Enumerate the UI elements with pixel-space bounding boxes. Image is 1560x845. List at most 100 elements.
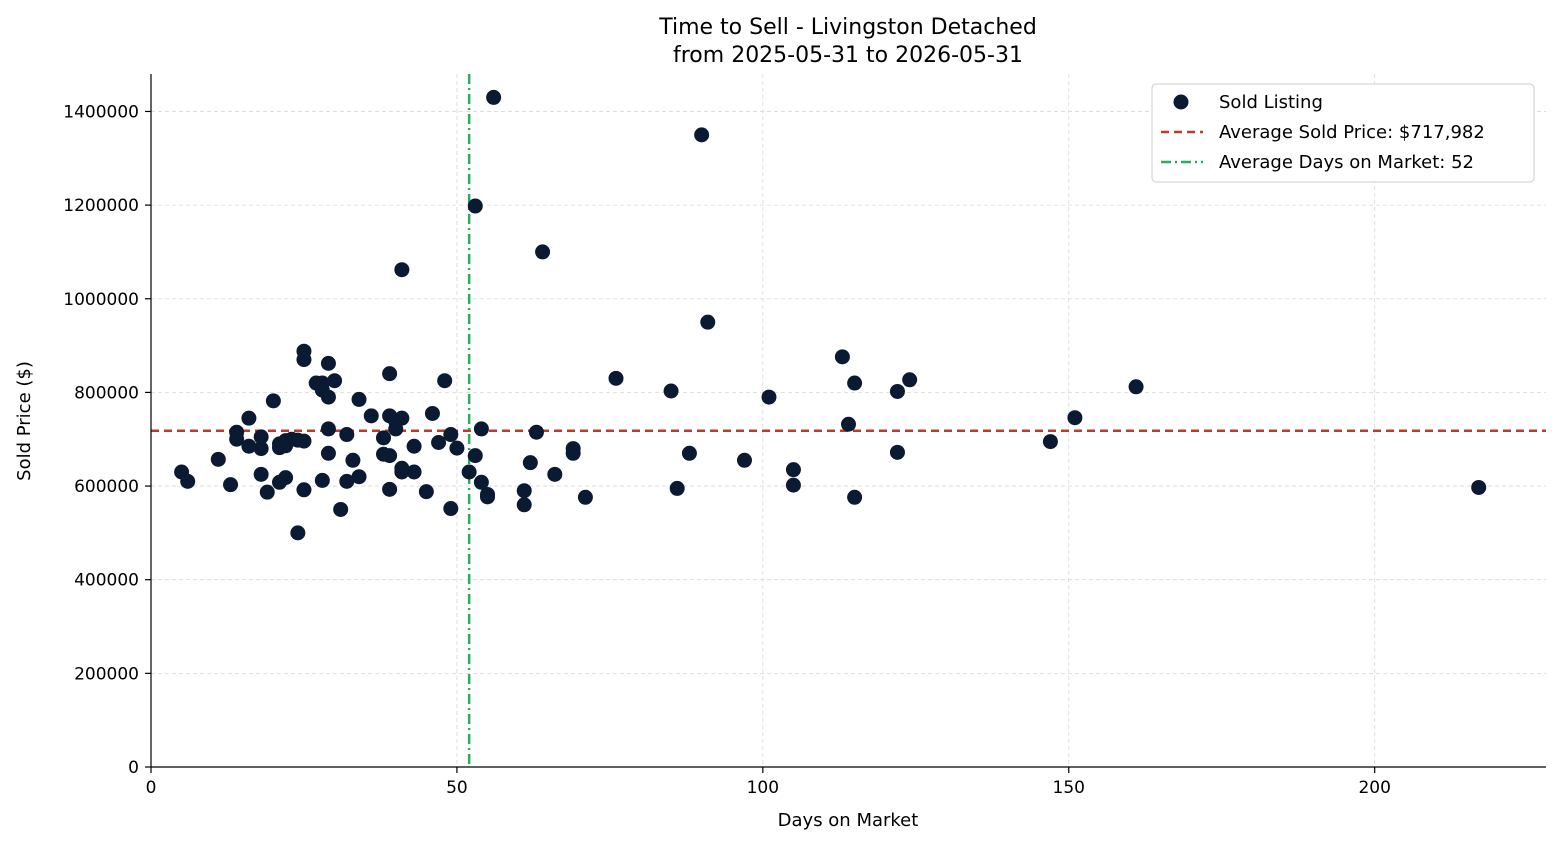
legend-label-average-price: Average Sold Price: $717,982: [1219, 122, 1485, 143]
data-point: [694, 127, 710, 143]
data-point: [486, 89, 502, 105]
data-point: [516, 483, 532, 499]
data-point: [406, 438, 422, 454]
y-tick-label: 800000: [74, 383, 139, 403]
data-point: [259, 484, 275, 500]
data-point: [424, 405, 440, 421]
data-point: [333, 501, 349, 517]
data-point: [241, 438, 257, 454]
data-point: [320, 355, 336, 371]
data-point: [382, 481, 398, 497]
data-point: [681, 445, 697, 461]
data-point: [223, 477, 239, 493]
data-point: [565, 445, 581, 461]
data-point: [663, 383, 679, 399]
data-point: [406, 464, 422, 480]
data-point: [785, 477, 801, 493]
average-lines: [151, 74, 1546, 767]
data-point: [761, 389, 777, 405]
data-point: [467, 448, 483, 464]
data-point: [889, 444, 905, 460]
data-point: [669, 480, 685, 496]
data-point: [516, 497, 532, 513]
data-point: [320, 421, 336, 437]
data-point: [296, 433, 312, 449]
data-point: [345, 452, 361, 468]
data-point: [608, 370, 624, 386]
data-point: [535, 244, 551, 260]
data-point: [443, 501, 459, 517]
data-point: [1042, 434, 1058, 450]
data-point: [376, 430, 391, 446]
data-point: [253, 441, 269, 457]
data-point: [1128, 379, 1144, 395]
y-axis-ticks: 0 200000 400000 600000 800000 1000000 1200000 1…: [63, 102, 151, 778]
data-point: [785, 462, 801, 478]
y-tick-label: 200000: [74, 664, 139, 684]
y-tick-label: 600000: [74, 477, 139, 497]
data-point: [418, 484, 434, 500]
data-point: [339, 473, 355, 489]
data-point: [847, 375, 863, 391]
data-point: [210, 451, 226, 467]
data-point: [351, 391, 367, 407]
x-tick-label: 100: [747, 778, 779, 798]
data-point: [314, 472, 330, 488]
data-point: [902, 372, 918, 388]
data-point: [480, 489, 496, 505]
data-point: [1471, 479, 1487, 495]
legend: Sold Listing Average Sold Price: $717,98…: [1151, 83, 1535, 183]
data-point: [461, 464, 477, 480]
data-point: [296, 352, 312, 368]
data-point: [363, 408, 379, 424]
y-tick-label: 400000: [74, 571, 139, 591]
data-point: [834, 349, 850, 365]
data-point: [290, 525, 306, 541]
data-point: [394, 464, 410, 480]
data-point: [394, 262, 410, 278]
data-point: [382, 448, 398, 464]
data-point: [736, 452, 752, 468]
data-point: [443, 427, 459, 443]
data-point: [253, 429, 269, 445]
data-point: [382, 366, 398, 382]
data-point: [847, 489, 863, 505]
data-point: [889, 383, 905, 399]
data-point: [467, 198, 483, 214]
data-point: [1067, 410, 1083, 426]
x-tick-label: 0: [146, 778, 157, 798]
data-point: [320, 389, 336, 405]
data-point: [229, 431, 245, 447]
data-point: [278, 470, 294, 486]
x-axis-label: Days on Market: [778, 810, 919, 831]
data-point: [449, 440, 465, 456]
legend-label-average-days: Average Days on Market: 52: [1219, 152, 1474, 173]
data-point: [253, 466, 269, 482]
data-point: [265, 393, 281, 409]
y-tick-label: 1000000: [63, 290, 139, 310]
data-point: [473, 421, 489, 437]
y-tick-label: 1400000: [63, 102, 139, 122]
chart-subtitle: from 2025-05-31 to 2026-05-31: [673, 43, 1023, 68]
data-point: [547, 466, 563, 482]
y-tick-label: 1200000: [63, 196, 139, 216]
x-tick-label: 150: [1053, 778, 1085, 798]
data-point: [351, 469, 367, 485]
data-point: [577, 489, 593, 505]
data-points: [174, 89, 1487, 541]
data-point: [394, 410, 410, 426]
x-axis-ticks: 0 50 100 150 200: [146, 767, 1391, 798]
data-point: [437, 373, 453, 389]
data-point: [339, 427, 355, 443]
data-point: [320, 445, 336, 461]
data-point: [522, 455, 538, 471]
data-point: [528, 424, 544, 440]
data-point: [327, 373, 343, 389]
legend-label-sold-listing: Sold Listing: [1219, 92, 1323, 113]
y-axis-label: Sold Price ($): [14, 361, 35, 481]
data-point: [241, 410, 257, 426]
data-point: [431, 435, 447, 451]
data-point: [700, 314, 716, 330]
data-point: [473, 474, 489, 490]
